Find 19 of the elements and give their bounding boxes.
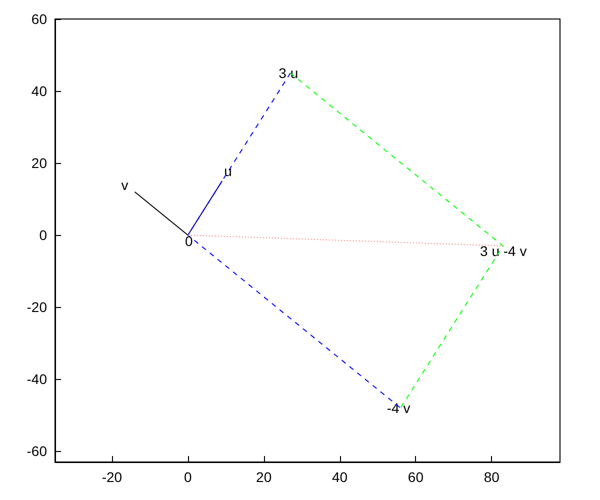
x-tick-label: 20 <box>256 469 272 485</box>
y-tick-label: 20 <box>31 155 48 172</box>
y-tick-label: -40 <box>26 371 48 388</box>
annotation: -4 v <box>386 400 410 416</box>
x-tick-label: 60 <box>408 469 424 485</box>
annotation: 0 <box>184 233 193 250</box>
annotation: 3 u <box>278 65 298 82</box>
y-tick-label: -60 <box>26 443 48 460</box>
annotation: v <box>121 176 128 193</box>
y-tick-label: -20 <box>26 299 48 316</box>
y-tick-label: 60 <box>31 11 48 27</box>
x-tick-label: 40 <box>332 469 348 485</box>
x-tick-label: 0 <box>184 469 192 485</box>
annotation: 3 u -4 v <box>480 242 527 259</box>
x-tick-label: 80 <box>484 469 500 485</box>
x-tick-label: -20 <box>102 469 122 485</box>
y-tick-label: 0 <box>39 227 48 244</box>
annotation: u <box>224 163 232 180</box>
y-tick-label: 40 <box>31 83 48 100</box>
